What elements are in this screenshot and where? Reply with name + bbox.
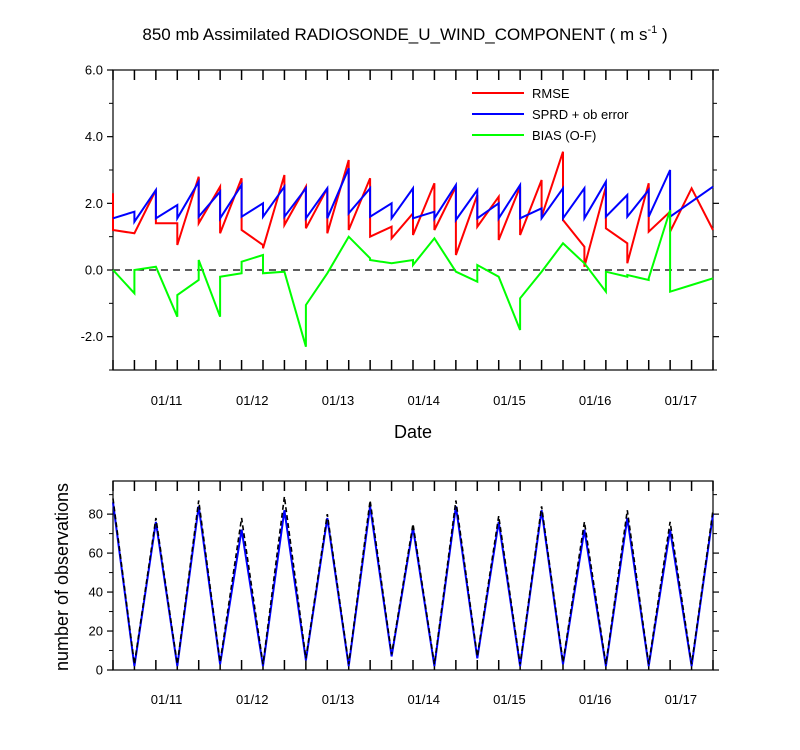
top-x-tick-label: 01/14 xyxy=(407,393,440,408)
bottom-plot-frame xyxy=(112,480,714,671)
chart-title-exponent: -1 xyxy=(647,24,657,36)
bottom-y-axis-title: number of observations xyxy=(52,483,72,671)
top-plot: -2.0 0.0 2.0 4.0 6.0 01/11 01/12 01/13 01/14 01/1… xyxy=(81,63,719,408)
bottom-x-tick-label: 01/13 xyxy=(322,692,355,707)
bottom-y-tick-label: 60 xyxy=(89,546,103,561)
bottom-y-tick-label: 20 xyxy=(89,624,103,639)
top-x-tick-label: 01/11 xyxy=(151,393,183,408)
chart-title: 850 mb Assimilated RADIOSONDE_U_WIND_COM… xyxy=(142,24,667,44)
legend-label-0: RMSE xyxy=(532,86,570,101)
legend-label-1: SPRD + ob error xyxy=(532,107,629,122)
top-y-tick-label: 2.0 xyxy=(85,196,103,211)
bottom-x-tick-label: 01/14 xyxy=(407,692,440,707)
bottom-plot: 0 20 40 60 80 01/11 01/12 01/13 01/14 01/15 01/16 0… xyxy=(89,480,719,707)
top-y-tick-label: 4.0 xyxy=(85,129,103,144)
top-x-axis-title: Date xyxy=(394,422,432,442)
bottom-y-tick-label: 0 xyxy=(96,663,103,678)
top-x-tick-label: 01/17 xyxy=(665,393,698,408)
top-x-tick-label: 01/16 xyxy=(579,393,612,408)
top-y-tick-label: 0.0 xyxy=(85,263,103,278)
top-x-tick-label: 01/13 xyxy=(322,393,355,408)
legend-label-2: BIAS (O-F) xyxy=(532,128,596,143)
bottom-series-line-1 xyxy=(112,496,714,665)
top-x-tick-label: 01/12 xyxy=(236,393,269,408)
top-series-line-2 xyxy=(112,209,714,347)
top-y-tick-label: 6.0 xyxy=(85,63,103,78)
bottom-x-tick-label: 01/17 xyxy=(665,692,698,707)
top-y-tick-label: -2.0 xyxy=(81,329,103,344)
bottom-x-tick-label: 01/11 xyxy=(151,692,183,707)
bottom-x-tick-label: 01/12 xyxy=(236,692,269,707)
top-series-line-1 xyxy=(112,167,714,225)
bottom-x-tick-label: 01/16 xyxy=(579,692,612,707)
chart-title-close: ) xyxy=(657,25,667,44)
bottom-y-tick-label: 80 xyxy=(89,507,103,522)
bottom-x-tick-label: 01/15 xyxy=(493,692,526,707)
chart-title-main: 850 mb Assimilated RADIOSONDE_U_WIND_COM… xyxy=(142,25,647,44)
bottom-y-tick-label: 40 xyxy=(89,585,103,600)
top-x-tick-label: 01/15 xyxy=(493,393,526,408)
